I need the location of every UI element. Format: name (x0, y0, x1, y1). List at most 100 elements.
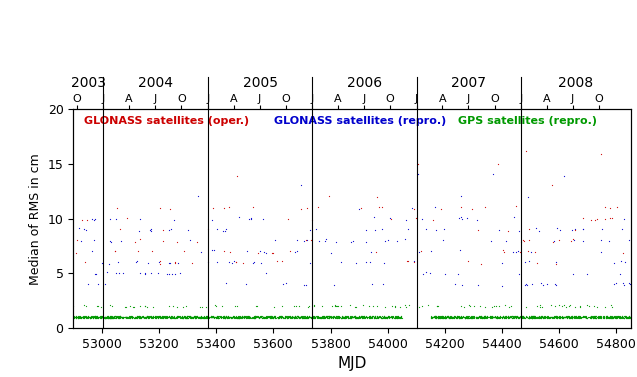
Point (580, 314, 590, 320)
Point (541, 314, 551, 320)
Point (256, 314, 266, 320)
Point (96, 314, 106, 320)
Point (440, 313, 450, 319)
Point (89, 314, 99, 320)
Point (359, 313, 369, 319)
Point (232, 314, 242, 320)
Point (275, 314, 285, 320)
Point (541, 315, 552, 321)
Point (141, 314, 152, 320)
Point (108, 314, 118, 320)
Point (513, 314, 523, 320)
Point (131, 314, 141, 320)
Point (75, 238, 85, 244)
Point (576, 314, 587, 320)
Point (328, 315, 338, 321)
Point (192, 239, 202, 245)
Point (276, 315, 287, 321)
Point (502, 314, 512, 320)
Point (486, 314, 496, 320)
Point (288, 314, 298, 320)
Point (273, 314, 283, 320)
Point (357, 314, 368, 320)
Point (438, 237, 448, 243)
Point (305, 314, 315, 320)
Point (229, 258, 240, 264)
Point (624, 238, 634, 244)
Point (280, 314, 290, 320)
Point (250, 314, 261, 320)
Point (462, 314, 473, 320)
Point (217, 314, 227, 320)
Point (173, 314, 183, 320)
Point (329, 313, 339, 319)
Point (166, 315, 176, 321)
Point (129, 304, 140, 310)
Point (590, 313, 600, 319)
Point (120, 314, 131, 320)
Point (101, 314, 111, 320)
Point (598, 315, 608, 321)
Point (238, 314, 248, 320)
Point (516, 314, 526, 320)
Point (380, 315, 390, 321)
Point (140, 303, 150, 310)
Point (202, 315, 212, 321)
Point (308, 314, 318, 320)
Point (350, 315, 360, 321)
Point (503, 314, 513, 320)
Point (619, 314, 629, 320)
Point (555, 227, 566, 233)
Point (476, 314, 486, 320)
Point (441, 314, 451, 320)
Point (288, 314, 298, 320)
Point (90, 313, 100, 319)
Point (608, 314, 618, 320)
Point (197, 304, 207, 310)
Point (254, 314, 264, 320)
Point (492, 314, 503, 320)
Point (324, 313, 334, 319)
Point (113, 314, 124, 320)
Point (611, 315, 621, 321)
Point (573, 314, 583, 320)
Point (114, 314, 124, 320)
Point (223, 313, 233, 319)
Point (289, 314, 299, 320)
Point (153, 314, 163, 320)
Point (468, 314, 478, 320)
Point (150, 315, 161, 321)
Point (401, 217, 411, 223)
Point (208, 313, 218, 319)
Point (104, 314, 114, 320)
Point (475, 314, 485, 320)
Point (217, 303, 227, 309)
Point (623, 314, 633, 320)
Point (434, 314, 445, 320)
Point (195, 314, 205, 320)
Point (182, 315, 192, 321)
Point (186, 314, 196, 320)
Point (620, 314, 631, 320)
Point (97, 313, 107, 319)
Point (212, 314, 222, 320)
Point (440, 314, 450, 320)
Point (157, 313, 168, 319)
Point (343, 314, 353, 320)
Point (379, 315, 389, 321)
Point (527, 313, 537, 319)
Point (362, 314, 372, 320)
Point (559, 314, 569, 320)
Point (280, 314, 290, 320)
Point (378, 313, 389, 319)
Point (134, 313, 144, 319)
Point (211, 314, 221, 320)
Point (251, 314, 261, 320)
Point (606, 315, 617, 321)
Point (370, 314, 380, 320)
Point (409, 259, 419, 265)
Point (330, 302, 340, 308)
Point (141, 314, 152, 320)
Point (221, 226, 231, 232)
Point (190, 314, 200, 320)
